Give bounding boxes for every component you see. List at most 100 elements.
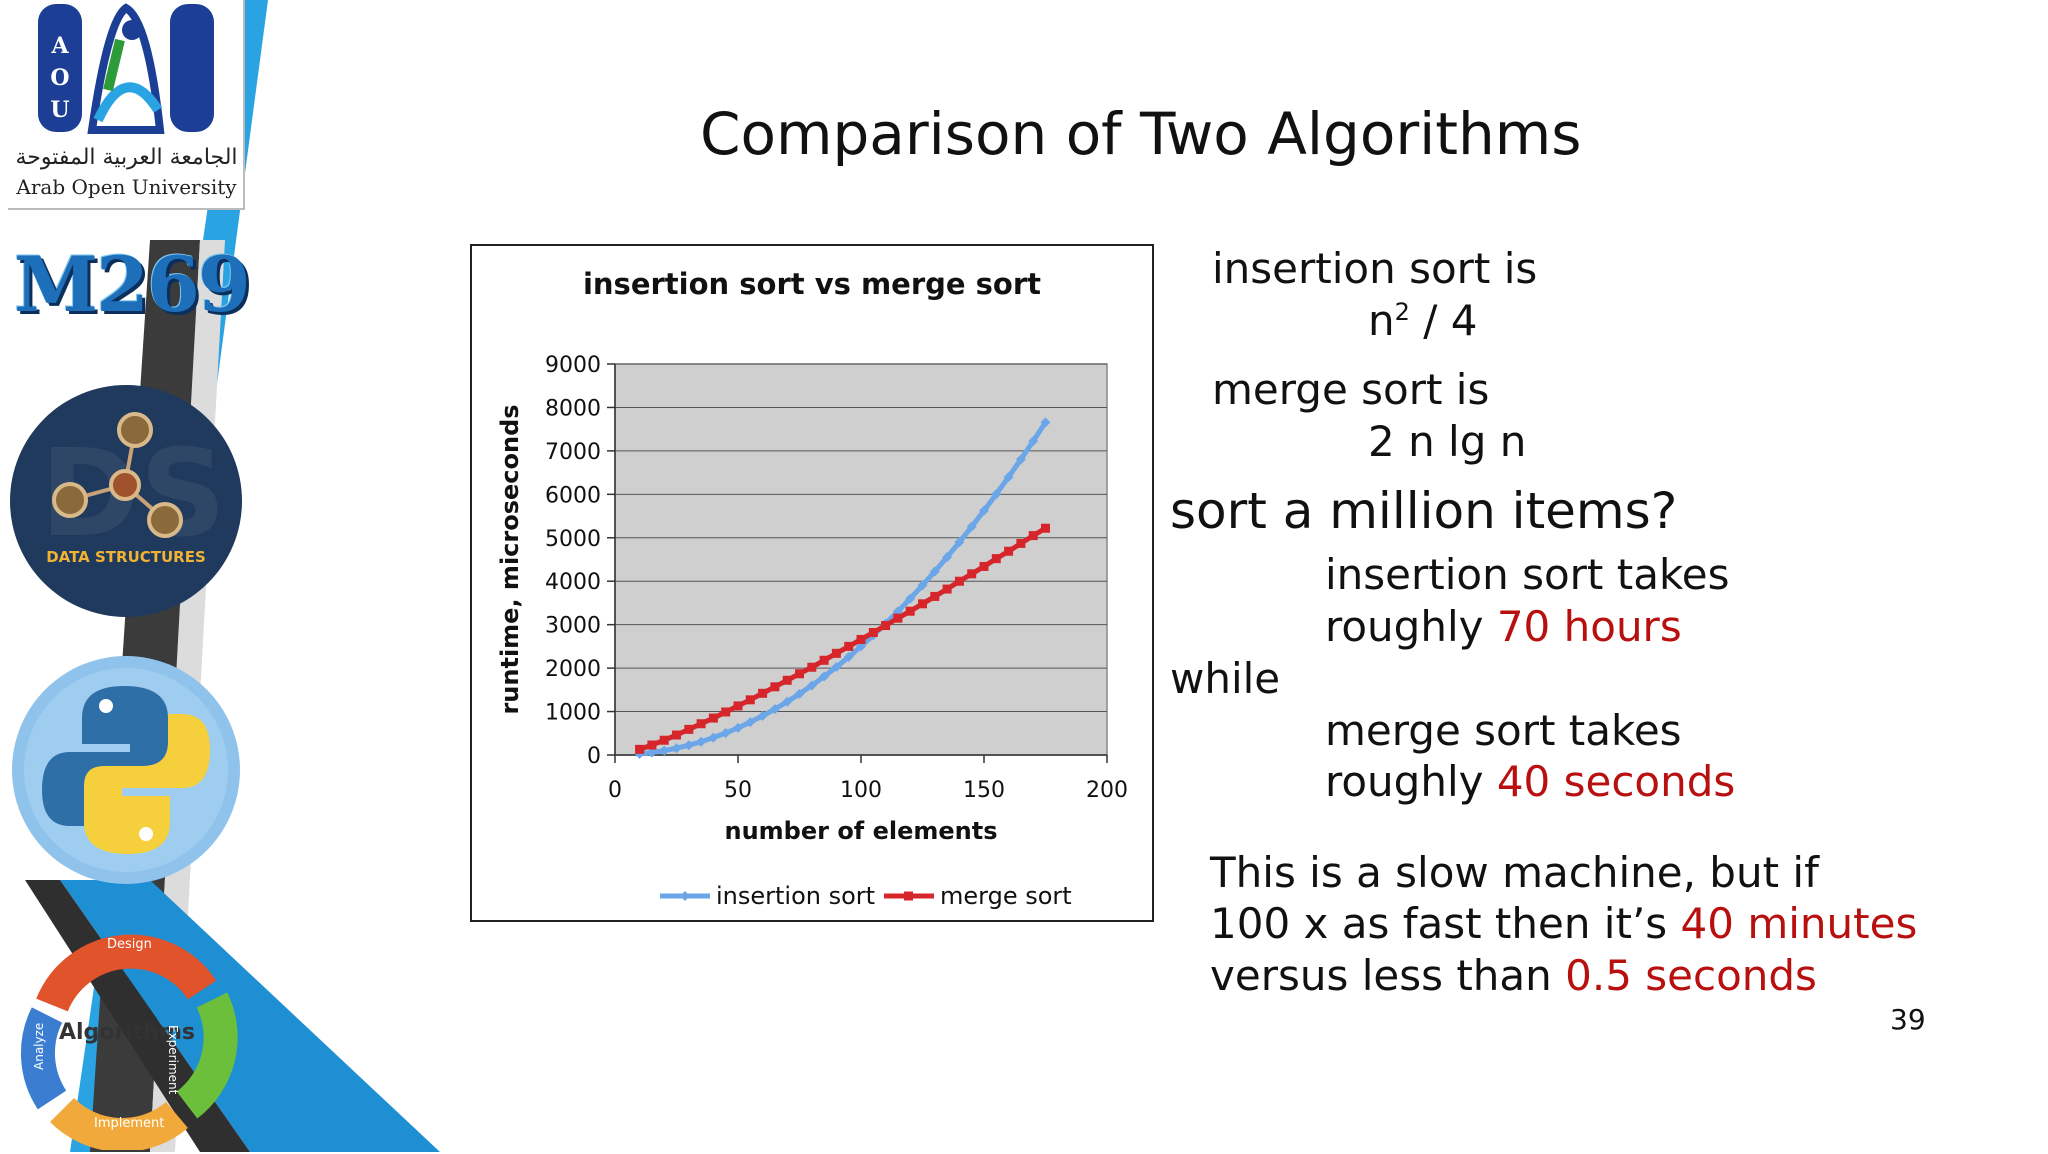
y-tick-label-4: 4000 xyxy=(545,570,601,595)
insertion-formula: n2 / 4 xyxy=(1368,296,1477,345)
seventy-hours: 70 hours xyxy=(1496,602,1682,651)
merge-point-33 xyxy=(1041,523,1050,533)
merge-point-17 xyxy=(844,641,854,651)
merge-time: roughly 40 seconds xyxy=(1325,757,1735,806)
slow-machine-line-3: versus less than 0.5 seconds xyxy=(1210,951,1817,1000)
merge-point-6 xyxy=(708,713,718,723)
insertion-time: roughly 70 hours xyxy=(1325,602,1682,651)
legend-insertion-marker xyxy=(680,891,690,901)
merge-point-15 xyxy=(819,655,829,665)
insertion-formula-rest: / 4 xyxy=(1409,296,1478,345)
insertion-point-22 xyxy=(905,593,916,604)
cycle-label-design: Design xyxy=(107,937,152,952)
university-name-english: Arab Open University xyxy=(16,175,237,199)
y-tick-label-2: 2000 xyxy=(545,657,601,682)
merge-point-25 xyxy=(942,584,952,594)
forty-seconds: 40 seconds xyxy=(1496,757,1736,806)
insertion-sort-takes: insertion sort takes xyxy=(1325,550,1730,599)
insertion-point-10 xyxy=(757,710,768,721)
insertion-point-32 xyxy=(1028,436,1039,447)
cycle-label-implement: Implement xyxy=(94,1116,165,1131)
insertion-point-14 xyxy=(806,680,817,691)
merge-point-20 xyxy=(881,621,891,631)
merge-point-1 xyxy=(647,740,657,750)
merge-point-11 xyxy=(770,682,780,692)
cycle-label-experiment: Experiment xyxy=(166,1025,180,1095)
merge-point-30 xyxy=(1004,546,1014,556)
merge-point-32 xyxy=(1028,531,1038,541)
merge-point-13 xyxy=(795,669,804,679)
x-tick-label-1: 50 xyxy=(724,778,752,803)
merge-point-26 xyxy=(954,576,964,586)
insertion-point-6 xyxy=(708,732,719,743)
insertion-point-27 xyxy=(966,521,977,532)
merge-sort-is: merge sort is xyxy=(1212,365,1490,414)
chart-frame: 0 1000 2000 3000 4000 5000 6000 7000 8000 9000 0 50… xyxy=(470,244,1154,922)
merge-sort-takes: merge sort takes xyxy=(1325,706,1682,755)
insertion-point-7 xyxy=(720,728,731,739)
python-badge xyxy=(12,656,240,884)
y-tick-label-3: 3000 xyxy=(545,614,601,639)
insertion-point-30 xyxy=(1003,471,1014,482)
insertion-point-16 xyxy=(831,662,842,673)
merge-point-24 xyxy=(930,591,940,601)
course-code: M269 xyxy=(14,240,251,329)
line-chart: 0 1000 2000 3000 4000 5000 6000 7000 8000 9000 0 50… xyxy=(496,267,1128,910)
x-tick-label-3: 150 xyxy=(963,778,1005,803)
insertion-point-28 xyxy=(979,505,989,516)
network-nodes-icon: DS xyxy=(40,412,226,564)
aou-emblem-icon xyxy=(38,3,214,134)
x-tick-label-4: 200 xyxy=(1086,778,1128,803)
slow-machine-line-2: 100 x as fast then it’s 40 minutes xyxy=(1210,899,1917,948)
merge-point-0 xyxy=(635,744,645,754)
page-number: 39 xyxy=(1890,1003,1926,1036)
university-logo: A O U الجامعة العربية المفتوحة Arab Open… xyxy=(8,0,245,210)
insertion-point-4 xyxy=(683,740,694,751)
merge-point-29 xyxy=(991,554,1001,564)
y-tick-label-8: 8000 xyxy=(545,396,601,421)
y-tick-label-1: 1000 xyxy=(545,701,601,726)
cycle-center-label: Algorithms xyxy=(58,1020,196,1045)
insertion-point-1 xyxy=(646,747,657,758)
insertion-point-5 xyxy=(696,736,707,747)
insertion-point-2 xyxy=(659,745,670,756)
half-second: 0.5 seconds xyxy=(1565,951,1817,1000)
data-structures-label: DATA STRUCTURES xyxy=(46,548,206,566)
merge-point-18 xyxy=(856,634,866,644)
slow-machine-line-3-text: versus less than xyxy=(1210,951,1566,1000)
merge-formula: 2 n lg n xyxy=(1368,417,1527,466)
merge-point-16 xyxy=(831,648,841,658)
plot-area xyxy=(614,363,1108,756)
logo-letter-o: O xyxy=(50,65,70,91)
logo-letter-u: U xyxy=(50,97,70,123)
merge-point-21 xyxy=(893,613,903,623)
x-tick-label-0: 0 xyxy=(608,778,622,803)
insertion-sort-is: insertion sort is xyxy=(1212,244,1538,293)
merge-point-10 xyxy=(758,688,768,698)
legend-insertion-label: insertion sort xyxy=(716,882,875,910)
merge-point-23 xyxy=(918,599,927,609)
insertion-point-26 xyxy=(954,537,965,548)
merge-point-14 xyxy=(807,662,817,672)
merge-point-27 xyxy=(967,569,977,579)
roughly-label-1: roughly xyxy=(1325,602,1497,651)
cycle-arrows-icon xyxy=(20,934,238,1152)
merge-point-19 xyxy=(868,627,878,637)
chart-title: insertion sort vs merge sort xyxy=(583,267,1041,301)
x-axis-label: number of elements xyxy=(724,817,997,845)
merge-point-9 xyxy=(745,695,755,705)
insertion-point-25 xyxy=(942,552,953,563)
data-structures-badge: DS DATA STRUCTURES xyxy=(10,385,242,617)
insertion-formula-base: n xyxy=(1368,296,1395,345)
logo-letters: A O U xyxy=(50,30,70,126)
cycle-label-analyze: Analyze xyxy=(32,1022,46,1070)
insertion-point-17 xyxy=(843,651,854,662)
logo-letter-a: A xyxy=(51,33,69,59)
legend-merge-marker xyxy=(904,891,913,901)
insertion-point-15 xyxy=(819,671,830,682)
insertion-point-24 xyxy=(929,566,940,577)
slide-title: Comparison of Two Algorithms xyxy=(700,100,1582,168)
roughly-label-2: roughly xyxy=(1325,757,1497,806)
insertion-point-23 xyxy=(917,580,928,591)
insertion-point-33 xyxy=(1040,417,1051,428)
